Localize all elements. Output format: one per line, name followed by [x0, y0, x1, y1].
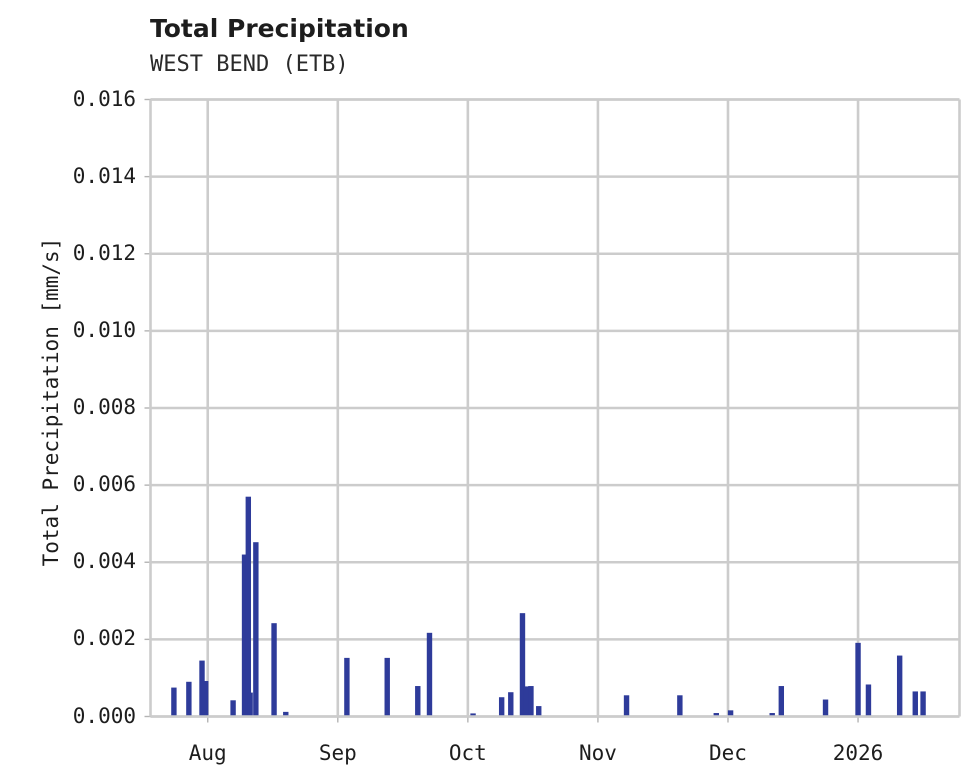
- bar: [247, 692, 253, 717]
- bar: [519, 613, 526, 717]
- bar: [523, 686, 530, 717]
- bar: [769, 713, 775, 717]
- x-tick-label: Oct: [448, 740, 487, 765]
- bar: [253, 542, 259, 717]
- bar: [536, 706, 542, 717]
- y-tick-label: 0.008: [72, 395, 136, 419]
- chart-subtitle: WEST BEND (ETB): [150, 52, 349, 77]
- bar: [727, 710, 734, 717]
- bar: [498, 697, 505, 717]
- bar: [865, 684, 872, 717]
- x-tick-label: Dec: [709, 740, 747, 765]
- bar-series: [171, 496, 926, 717]
- y-tick-label: 0.014: [72, 163, 136, 188]
- plot-frame: [149, 98, 961, 718]
- y-tick-label: 0.012: [72, 240, 136, 265]
- bar: [415, 686, 421, 717]
- bar: [202, 681, 209, 717]
- y-tick-label: 0.016: [72, 86, 136, 111]
- bar: [778, 686, 785, 717]
- bar: [822, 699, 829, 717]
- bar: [896, 655, 903, 717]
- bar: [344, 657, 350, 717]
- bar: [713, 713, 719, 717]
- bar: [199, 660, 205, 717]
- bar: [384, 657, 390, 717]
- bar: [283, 711, 289, 717]
- bar: [912, 691, 918, 717]
- page-title: Total Precipitation: [150, 14, 409, 43]
- x-tick-label: Aug: [188, 740, 227, 765]
- axis-tick-marks: [144, 98, 859, 723]
- bar: [470, 713, 476, 717]
- bar: [528, 686, 534, 717]
- y-tick-label: 0.004: [72, 549, 136, 574]
- bar: [171, 687, 177, 717]
- bar: [271, 623, 277, 717]
- bar: [677, 695, 683, 717]
- bar: [230, 700, 236, 717]
- bar: [920, 691, 926, 717]
- y-tick-label: 0.006: [72, 472, 136, 497]
- y-tick-label: 0.000: [72, 703, 136, 728]
- x-tick-label: Nov: [578, 740, 617, 765]
- bar: [426, 632, 433, 717]
- bar: [241, 554, 248, 717]
- bar: [623, 695, 630, 717]
- y-tick-label: 0.010: [72, 317, 136, 342]
- y-tick-label: 0.002: [72, 626, 136, 651]
- bar: [186, 681, 192, 717]
- x-tick-label: Sep: [318, 740, 357, 765]
- bar: [245, 496, 252, 717]
- bar: [855, 642, 861, 717]
- bar: [508, 692, 514, 717]
- x-tick-label: 2026: [832, 740, 884, 765]
